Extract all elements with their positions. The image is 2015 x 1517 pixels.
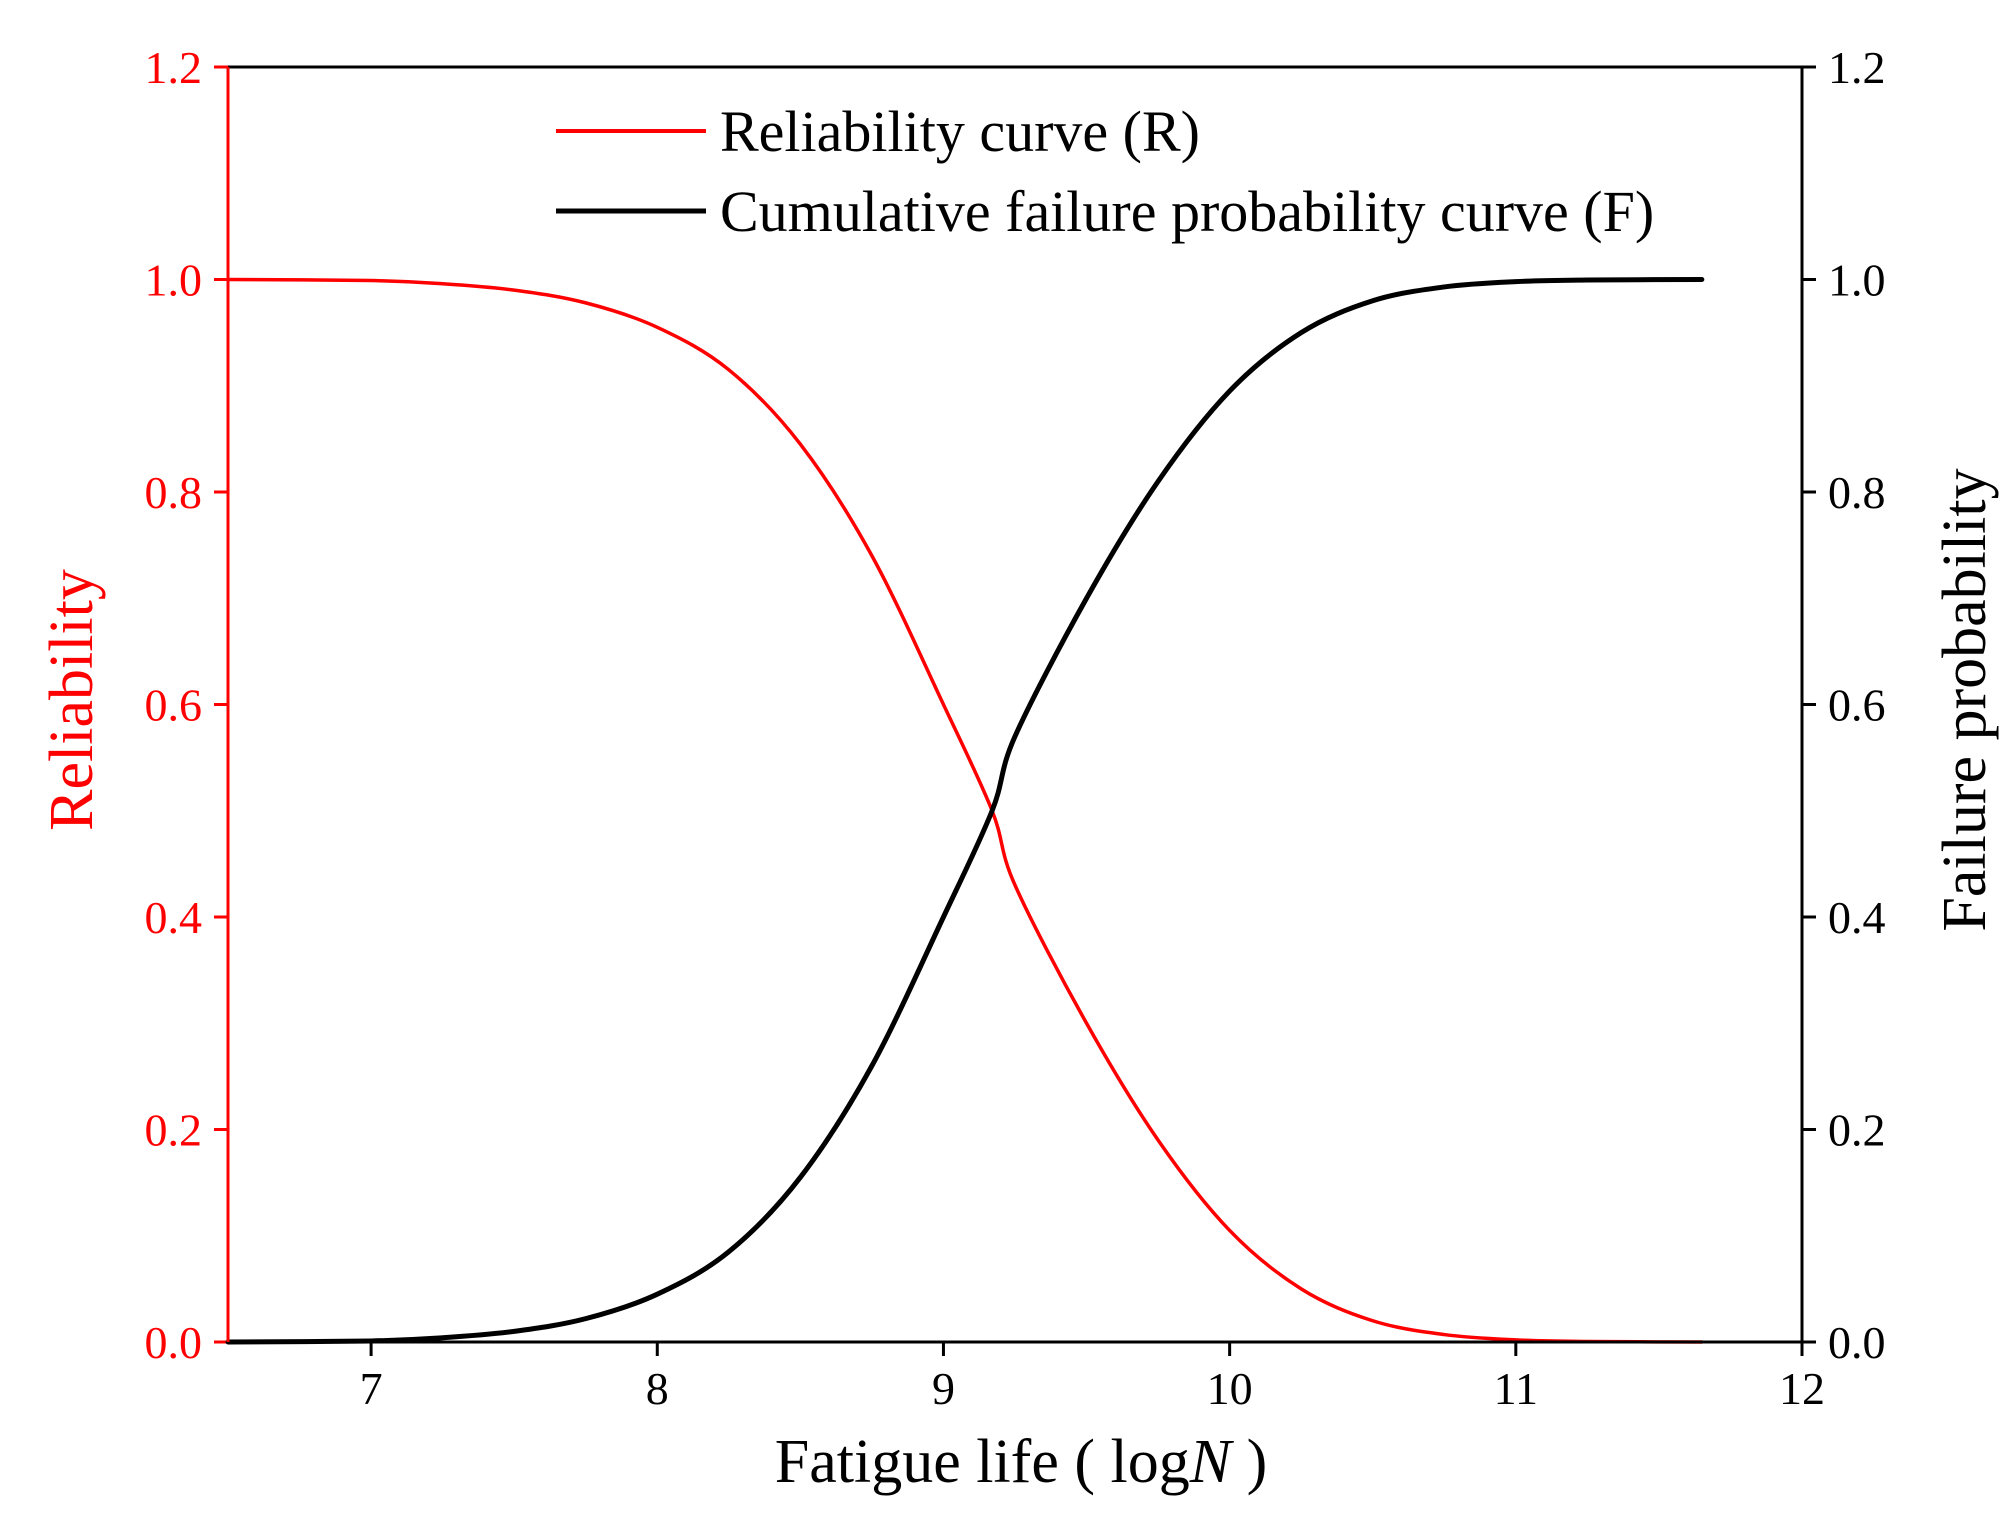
x-tick-label: 8 <box>646 1363 669 1414</box>
y-axis-right-title: Failure probability <box>1931 468 1999 931</box>
y-left-tick-label: 0.4 <box>145 892 203 943</box>
y-right-tick-label: 0.0 <box>1828 1317 1886 1368</box>
label-layer: 7 8 9 10 11 120.0 0.00.2 0.20.4 0.40.6 0.60.8 0.81… <box>145 42 1886 1414</box>
y-right-tick-label: 0.8 <box>1828 467 1886 518</box>
series-layer <box>225 277 1705 1345</box>
x-tick-label: 10 <box>1207 1363 1253 1414</box>
legend-label-failure: Cumulative failure probability curve (F) <box>720 179 1654 244</box>
y-left-tick-label: 1.2 <box>145 42 203 93</box>
legend-label-reliability: Reliability curve (R) <box>720 99 1200 164</box>
x-tick-label: 11 <box>1494 1363 1538 1414</box>
x-tick-label: 7 <box>360 1363 383 1414</box>
y-right-tick-label: 0.6 <box>1828 680 1886 731</box>
y-left-tick-label: 0.8 <box>145 467 203 518</box>
frame-layer <box>226 65 1804 1344</box>
y-left-tick-label: 0.6 <box>145 680 203 731</box>
y-right-tick-label: 0.4 <box>1828 892 1886 943</box>
y-left-tick-label: 1.0 <box>145 255 203 306</box>
x-tick-label: 9 <box>932 1363 955 1414</box>
y-left-tick-label: 0.2 <box>145 1105 203 1156</box>
y-right-tick-label: 1.0 <box>1828 255 1886 306</box>
y-left-tick-label: 0.0 <box>145 1317 203 1368</box>
legend: Reliability curve (R) Cumulative failure… <box>556 99 1654 244</box>
x-axis-title: Fatigue life ( logN ) <box>775 1428 1267 1496</box>
y-right-tick-label: 1.2 <box>1828 42 1886 93</box>
x-tick-label: 12 <box>1779 1363 1825 1414</box>
failure-probability-curve <box>225 277 1705 1345</box>
tick-layer <box>214 65 1816 1356</box>
y-axis-left-title: Reliability <box>38 569 106 831</box>
y-right-tick-label: 0.2 <box>1828 1105 1886 1156</box>
